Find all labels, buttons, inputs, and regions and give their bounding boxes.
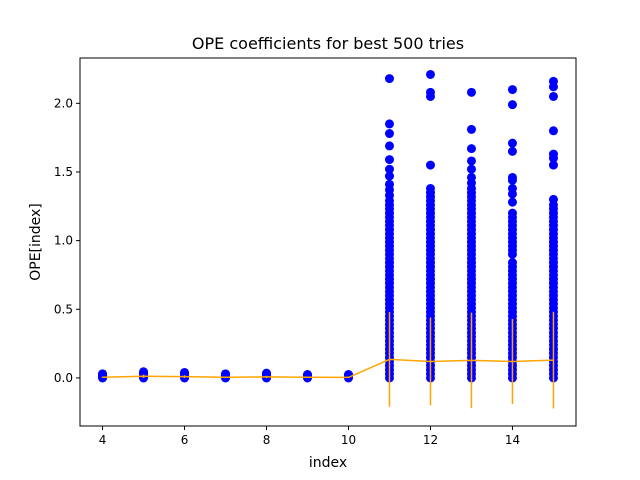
data-point — [548, 126, 558, 136]
plot-area — [98, 69, 558, 409]
data-point — [262, 368, 272, 378]
data-point — [507, 85, 517, 95]
data-point — [139, 367, 149, 377]
data-point — [548, 149, 558, 159]
data-point — [384, 179, 394, 189]
data-point — [466, 87, 476, 97]
data-point — [384, 119, 394, 129]
data-point — [384, 164, 394, 174]
data-point — [425, 69, 435, 79]
x-tick-label: 4 — [99, 433, 107, 447]
data-point — [466, 164, 476, 174]
x-tick-label: 10 — [341, 433, 356, 447]
y-tick-label: 1.5 — [54, 165, 73, 179]
data-point — [507, 197, 517, 207]
data-point — [384, 141, 394, 151]
data-point — [384, 74, 394, 84]
y-axis: 0.0 0.5 1.0 1.5 2.0 — [54, 96, 80, 385]
data-point — [466, 156, 476, 166]
y-axis-label: OPE[index] — [28, 203, 44, 281]
chart-title: OPE coefficients for best 500 tries — [192, 34, 464, 53]
axes-frame — [79, 57, 577, 427]
data-point — [221, 369, 231, 379]
data-point — [548, 160, 558, 170]
data-point — [507, 183, 517, 193]
x-tick-label: 6 — [181, 433, 189, 447]
data-point — [425, 160, 435, 170]
data-point — [466, 172, 476, 182]
x-axis-label: index — [309, 455, 347, 471]
y-tick-label: 1.0 — [54, 234, 73, 248]
data-point — [384, 171, 394, 181]
data-point — [507, 258, 517, 268]
y-tick-label: 0.5 — [54, 302, 73, 316]
x-tick-label: 8 — [263, 433, 271, 447]
data-point — [507, 138, 517, 148]
data-point — [507, 208, 517, 218]
data-point — [466, 124, 476, 134]
x-tick-label: 14 — [505, 433, 520, 447]
y-tick-label: 0.0 — [54, 371, 73, 385]
data-point — [466, 144, 476, 154]
data-point — [548, 194, 558, 204]
data-point — [384, 129, 394, 139]
data-point — [425, 87, 435, 97]
data-point — [425, 183, 435, 193]
data-point — [507, 100, 517, 110]
data-point — [548, 76, 558, 86]
data-point — [548, 91, 558, 101]
data-point — [180, 367, 190, 377]
data-point — [507, 146, 517, 156]
data-point — [507, 172, 517, 182]
x-axis: 4 6 8 10 12 14 — [99, 426, 520, 447]
data-point — [98, 369, 108, 379]
y-tick-label: 2.0 — [54, 96, 73, 110]
data-point — [384, 155, 394, 165]
mean-line — [102, 358, 554, 379]
x-tick-label: 12 — [423, 433, 438, 447]
